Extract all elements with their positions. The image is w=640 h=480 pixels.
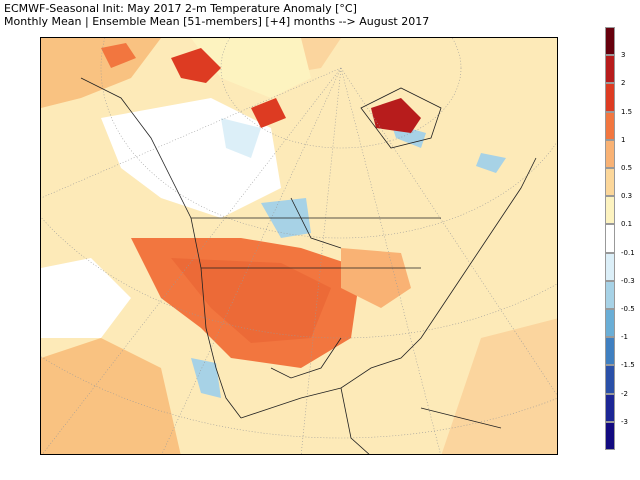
- anomaly-map-canvas: [41, 38, 557, 454]
- legend-swatch: [605, 280, 615, 309]
- anomaly-region: [171, 258, 331, 343]
- coastlines: [80, 77, 537, 454]
- legend-tick-label: 0.5: [621, 164, 633, 172]
- legend-tick-label: -0.1: [621, 248, 635, 257]
- color-legend: 3 2 1.5 1 0.5 0.3 0.1 -0.1 -0.3 -0.5 -1 -1.5 -2 -3: [600, 27, 640, 454]
- legend-tick-label: -2: [621, 389, 628, 398]
- legend-tick-label: -0.3: [621, 276, 635, 285]
- anomaly-region: [221, 118, 261, 158]
- legend-swatch: [605, 168, 615, 197]
- map-title-line-2: Monthly Mean | Ensemble Mean [51-members…: [4, 15, 430, 28]
- anomaly-region: [191, 358, 221, 398]
- legend-swatch: [605, 83, 615, 112]
- anomaly-region: [371, 98, 421, 133]
- legend-tick-label: 2: [621, 79, 626, 88]
- anomaly-region: [41, 258, 131, 338]
- anomaly-region: [251, 98, 286, 128]
- legend-tick-label: 1.5: [621, 107, 633, 116]
- legend-tick-label: -3: [621, 417, 628, 426]
- anomaly-region: [341, 248, 411, 308]
- legend-tick-label: 1: [621, 135, 626, 144]
- anomaly-region: [171, 48, 221, 83]
- legend-tick-label: 0.3: [621, 192, 633, 201]
- legend-swatch: [605, 139, 615, 168]
- legend-swatch: [605, 55, 615, 84]
- legend-swatch: [605, 111, 615, 140]
- map-title-line-1: ECMWF-Seasonal Init: May 2017 2-m Temper…: [4, 2, 357, 15]
- legend-tick-label: -0.5: [621, 305, 635, 313]
- legend-swatch: [605, 309, 615, 338]
- anomaly-map: [40, 37, 558, 455]
- anomaly-region: [476, 153, 506, 173]
- legend-tick-label: -1.5: [621, 361, 635, 370]
- legend-swatch: [605, 421, 615, 450]
- legend-swatch: [605, 252, 615, 281]
- legend-swatch: [605, 224, 615, 253]
- legend-tick-label: -1: [621, 333, 628, 342]
- anomaly-region: [191, 38, 311, 98]
- legend-swatch: [605, 365, 615, 394]
- legend-tick-label: 3: [621, 51, 626, 60]
- legend-swatch: [605, 393, 615, 422]
- legend-tick-label: 0.1: [621, 220, 633, 229]
- graticule: [41, 38, 557, 454]
- legend-swatch: [605, 337, 615, 366]
- anomaly-region: [101, 43, 136, 68]
- legend-swatch: [605, 27, 615, 56]
- legend-swatch: [605, 196, 615, 225]
- anomaly-region: [41, 338, 181, 454]
